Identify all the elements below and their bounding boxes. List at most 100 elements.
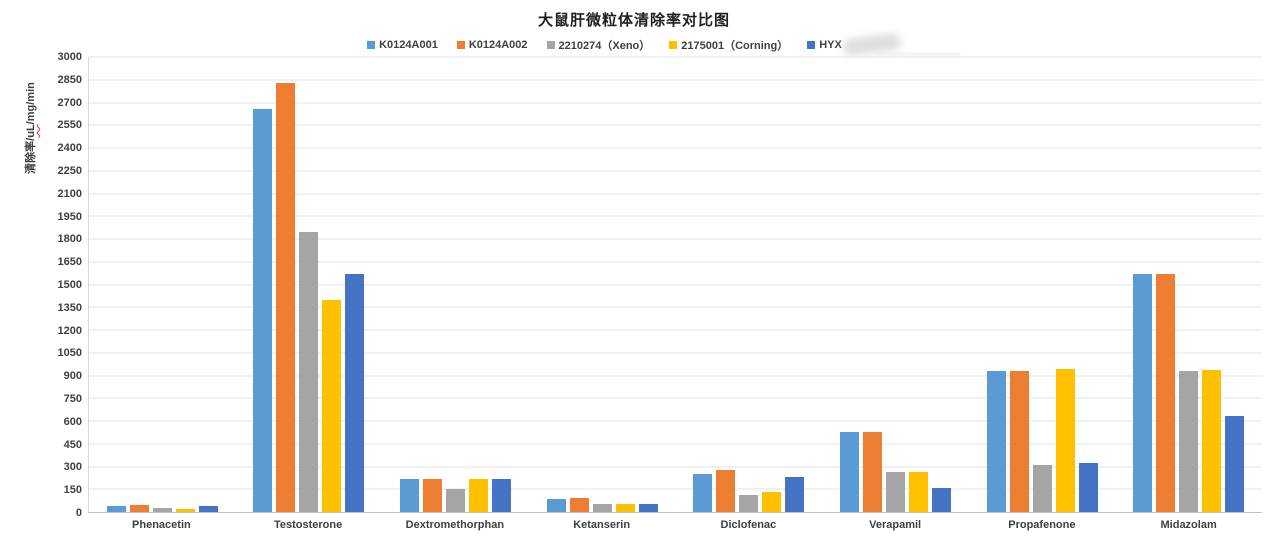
- x-axis-labels: Phenacetin Testosterone Dextromethorphan Ke…: [88, 519, 1262, 531]
- legend-item-HYX[interactable]: HYX: [807, 32, 902, 57]
- gridline: [89, 329, 1262, 331]
- bar-group-testosterone: [236, 57, 383, 512]
- bar-K0124A001-testosterone: [253, 108, 273, 512]
- y-tick-label: 2700: [57, 96, 82, 109]
- gridline: [89, 466, 1262, 467]
- legend-label: HYX: [819, 38, 842, 51]
- x-axis-label-phenacetin: Phenacetin: [132, 519, 191, 531]
- gridline: [89, 56, 1262, 58]
- gridline: [89, 420, 1262, 422]
- legend-swatch-icon: [367, 40, 376, 49]
- y-axis-title-misspelled: uL: [25, 124, 37, 138]
- bar-group-propafenone: [969, 57, 1116, 512]
- gridline: [89, 352, 1262, 354]
- bar-2210274Xeno-propafenone: [1032, 464, 1052, 512]
- legend-swatch-icon: [669, 40, 678, 49]
- legend-item-K0124A002[interactable]: K0124A002: [456, 38, 528, 51]
- bar-group-diclofenac: [676, 57, 823, 512]
- gridline: [89, 488, 1262, 490]
- gridline: [89, 443, 1262, 445]
- y-tick-label: 0: [75, 507, 82, 519]
- gridline: [89, 261, 1262, 263]
- bar-K0124A002-diclofenac: [716, 469, 736, 512]
- gridline: [89, 102, 1262, 103]
- x-axis-label-propafenone: Propafenone: [1008, 519, 1076, 531]
- bar-HYX-midazolam: [1225, 416, 1245, 512]
- bar-2210274Xeno-dextromethorphan: [446, 489, 466, 512]
- bar-group-phenacetin: [89, 57, 236, 512]
- gridline: [89, 375, 1262, 376]
- gridline: [89, 79, 1262, 81]
- bar-2175001Corning-phenacetin: [175, 509, 195, 512]
- y-axis-title-suffix: /mg/min: [25, 82, 37, 125]
- bar-group-ketanserin: [529, 57, 676, 512]
- bar-HYX-dextromethorphan: [492, 478, 512, 512]
- bar-K0124A001-dextromethorphan: [400, 479, 420, 512]
- bar-2210274Xeno-midazolam: [1179, 370, 1199, 512]
- bar-K0124A001-verapamil: [839, 431, 859, 512]
- bar-K0124A002-testosterone: [276, 82, 296, 512]
- bar-2210274Xeno-testosterone: [299, 232, 319, 512]
- y-tick-label: 1650: [57, 256, 82, 269]
- bar-K0124A002-phenacetin: [129, 505, 149, 512]
- bar-2210274Xeno-phenacetin: [152, 507, 172, 512]
- legend-label: 2210274（Xeno）: [558, 39, 651, 52]
- x-axis-label-midazolam: Midazolam: [1160, 519, 1217, 531]
- gridline: [89, 170, 1262, 172]
- y-tick-label: 1050: [57, 347, 82, 360]
- legend-label: K0124A002: [468, 38, 528, 51]
- gridline: [89, 284, 1262, 285]
- gridline: [89, 306, 1262, 308]
- bar-2175001Corning-testosterone: [322, 300, 342, 512]
- y-tick-label: 600: [63, 415, 82, 428]
- bar-2175001Corning-verapamil: [908, 471, 928, 512]
- bar-2175001Corning-ketanserin: [615, 504, 635, 512]
- y-tick-label: 1350: [57, 301, 82, 314]
- legend-item-2175001Corning[interactable]: 2175001（Corning）: [669, 37, 788, 53]
- bar-K0124A002-verapamil: [862, 431, 882, 512]
- bar-K0124A001-ketanserin: [546, 499, 566, 512]
- gridline: [89, 147, 1262, 149]
- bar-group-dextromethorphan: [382, 57, 529, 512]
- y-tick-label: 2550: [57, 119, 82, 132]
- legend-swatch-icon: [546, 40, 555, 49]
- bar-HYX-propafenone: [1078, 463, 1098, 512]
- legend-label: 2175001（Corning）: [681, 39, 789, 52]
- bar-2210274Xeno-ketanserin: [592, 503, 612, 512]
- y-axis-tick-labels: 0 150 300 450 600 750 900 1050 1200 1350 1500 1650 1…: [38, 51, 82, 519]
- bar-group-midazolam: [1115, 57, 1262, 512]
- legend-item-2210274Xeno[interactable]: 2210274（Xeno）: [546, 37, 651, 53]
- bar-K0124A001-phenacetin: [106, 505, 126, 512]
- legend-item-K0124A001[interactable]: K0124A001: [367, 39, 438, 51]
- gridline: [89, 215, 1262, 217]
- bar-K0124A002-ketanserin: [569, 498, 589, 512]
- bar-K0124A002-midazolam: [1156, 273, 1176, 512]
- y-tick-label: 2400: [57, 142, 82, 155]
- y-tick-label: 1950: [57, 210, 82, 223]
- bar-HYX-ketanserin: [638, 503, 658, 512]
- bar-HYX-diclofenac: [785, 477, 805, 512]
- bar-2175001Corning-dextromethorphan: [469, 478, 489, 512]
- bar-2210274Xeno-diclofenac: [739, 494, 759, 512]
- legend-swatch-icon: [456, 40, 465, 49]
- chart-title: 大鼠肝微粒体清除率对比图: [537, 12, 730, 29]
- y-tick-label: 1200: [57, 324, 82, 337]
- y-tick-label: 900: [63, 370, 82, 383]
- x-axis-label-testosterone: Testosterone: [273, 519, 343, 531]
- gridline: [89, 124, 1262, 126]
- bar-groups: [89, 57, 1262, 512]
- y-tick-label: 300: [63, 461, 82, 474]
- bar-K0124A001-propafenone: [986, 370, 1006, 512]
- bar-K0124A001-midazolam: [1133, 273, 1153, 512]
- bar-K0124A001-diclofenac: [693, 474, 713, 512]
- bar-HYX-testosterone: [345, 273, 365, 512]
- gridline: [89, 397, 1262, 399]
- y-tick-label: 750: [63, 393, 82, 405]
- y-tick-label: 2100: [57, 187, 82, 200]
- y-tick-label: 2850: [57, 73, 82, 86]
- bar-HYX-phenacetin: [198, 505, 218, 512]
- y-axis-title: 清除率/uL/mg/min: [22, 82, 38, 174]
- legend-label: K0124A001: [379, 38, 438, 51]
- y-tick-label: 1500: [57, 279, 82, 291]
